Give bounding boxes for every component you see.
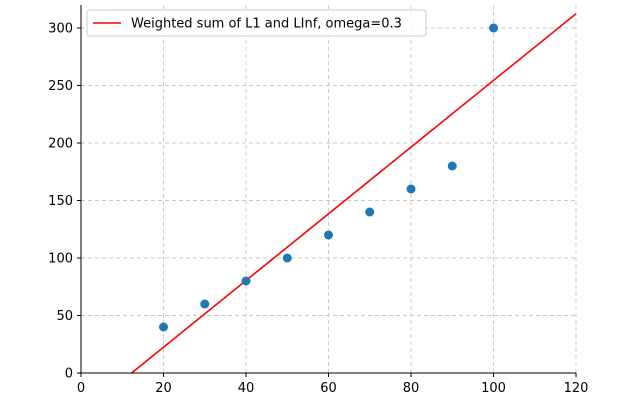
fit-line-layer	[131, 13, 577, 374]
x-tick-label: 20	[155, 381, 172, 396]
scatter-point	[241, 276, 251, 286]
y-tick-label: 0	[65, 367, 73, 382]
y-tick-label: 250	[48, 79, 73, 94]
legend: Weighted sum of L1 and LInf, omega=0.3	[86, 9, 427, 37]
legend-label: Weighted sum of L1 and LInf, omega=0.3	[131, 17, 402, 32]
scatter-point	[282, 253, 292, 263]
fit-line	[131, 13, 577, 374]
x-tick-label: 120	[564, 381, 589, 396]
x-tick-label: 0	[77, 381, 85, 396]
x-tick-label: 40	[238, 381, 255, 396]
scatter-point	[159, 322, 168, 332]
y-tick-label: 300	[48, 22, 73, 37]
x-tick-label: 100	[481, 381, 506, 396]
scatter-point	[406, 184, 416, 194]
points-layer	[159, 23, 498, 332]
scatter-point	[365, 207, 375, 217]
y-tick-label: 50	[56, 309, 73, 324]
legend-box	[86, 9, 427, 37]
x-tick-label: 60	[320, 381, 337, 396]
y-tick-label: 200	[48, 137, 73, 152]
ticks: 0 20 40 60 80 100 120 0 50 100 150 200 250 300	[48, 22, 588, 397]
x-tick-label: 80	[403, 381, 420, 396]
grid	[81, 5, 577, 373]
scatter-point	[489, 23, 498, 33]
scatter-point	[324, 230, 333, 240]
scatter-point	[447, 161, 457, 171]
y-tick-label: 150	[48, 194, 73, 209]
scatter-point	[200, 299, 210, 309]
y-tick-label: 100	[48, 252, 73, 267]
